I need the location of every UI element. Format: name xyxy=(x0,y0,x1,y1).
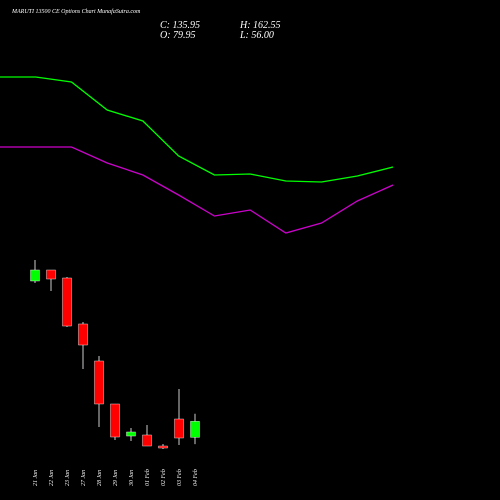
x-tick-label: 01 Feb xyxy=(145,469,151,486)
candle-body xyxy=(110,403,120,438)
candle-body xyxy=(94,360,104,405)
x-tick-label: 29 Jan xyxy=(113,470,119,486)
ma-line xyxy=(0,76,394,183)
x-tick-label: 23 Jan xyxy=(65,470,71,486)
x-tick-label: 21 Jan xyxy=(33,470,39,486)
candle-body xyxy=(30,269,40,282)
candle-body xyxy=(46,269,56,280)
candle-body xyxy=(126,431,136,437)
low-label: L: 56.00 xyxy=(239,30,274,41)
chart-title: MARUTI 13500 CE Options Chart MunafaSutr… xyxy=(11,8,141,15)
x-tick-label: 03 Feb xyxy=(177,469,183,486)
x-tick-label: 27 Jan xyxy=(81,470,87,486)
candle-body xyxy=(78,323,88,346)
candle-body xyxy=(174,418,184,439)
x-tick-label: 04 Feb xyxy=(192,469,199,486)
candle-body xyxy=(142,434,152,447)
x-tick-label: 28 Jan xyxy=(97,470,103,486)
open-label: O: 79.95 xyxy=(160,30,196,41)
x-tick-label: 22 Jan xyxy=(49,470,55,486)
candle-body xyxy=(190,421,200,438)
close-label: C: 135.95 xyxy=(160,20,200,31)
ma-line xyxy=(0,146,394,234)
x-tick-label: 02 Feb xyxy=(161,469,167,486)
candle-body xyxy=(158,445,168,449)
x-tick-label: 30 Jan xyxy=(129,470,135,487)
candle-body xyxy=(62,277,72,327)
high-label: H: 162.55 xyxy=(239,20,281,31)
